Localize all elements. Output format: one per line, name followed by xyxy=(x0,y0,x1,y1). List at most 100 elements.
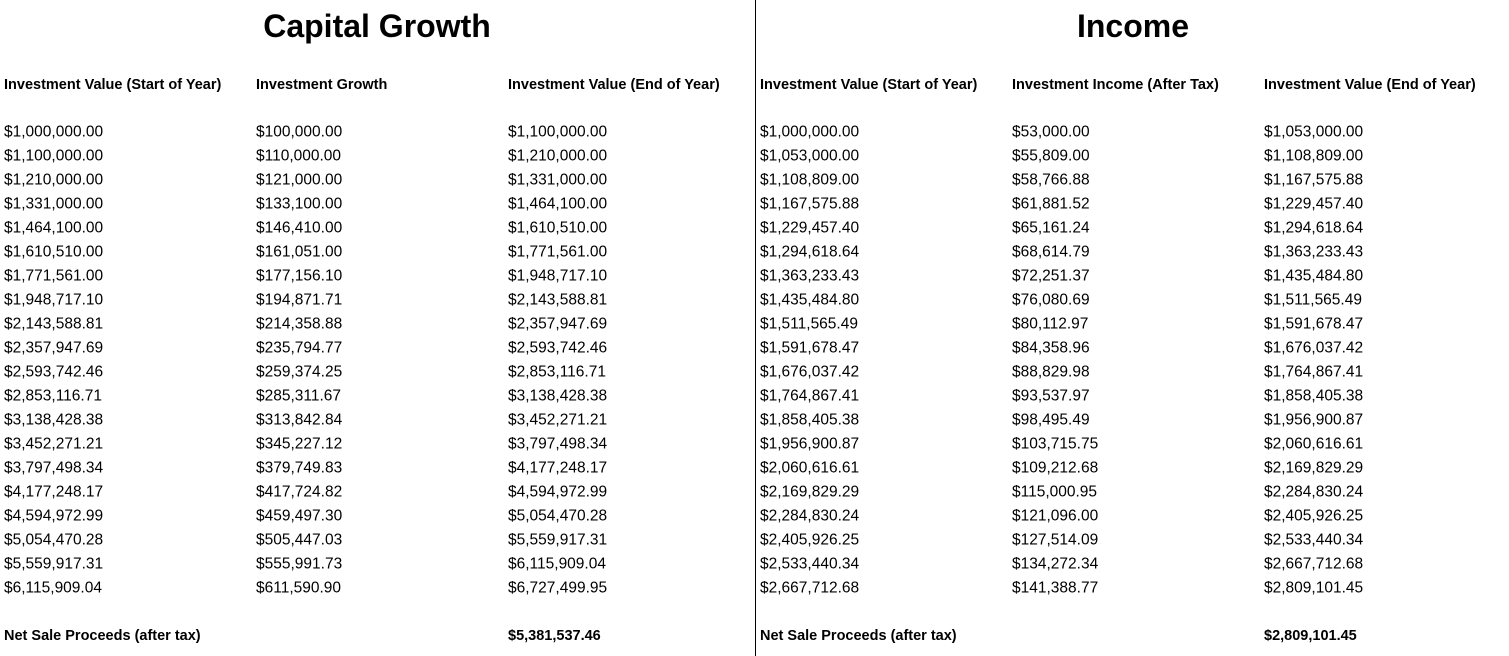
table-cell: $2,593,742.46 xyxy=(4,363,104,381)
footer-label: Net Sale Proceeds (after tax) xyxy=(760,627,957,644)
table-cell: $1,363,233.43 xyxy=(760,267,860,285)
table-cell: $1,858,405.38 xyxy=(760,411,860,429)
table-cell: $61,881.52 xyxy=(1012,195,1090,213)
table-cell: $1,676,037.42 xyxy=(760,363,860,381)
column-header: Investment Income (After Tax) xyxy=(1012,76,1219,93)
table-cell: $161,051.00 xyxy=(256,243,343,261)
table-cell: $133,100.00 xyxy=(256,195,343,213)
table-cell: $6,115,909.04 xyxy=(508,555,606,573)
table-cell: $3,138,428.38 xyxy=(508,387,608,405)
table-cell: $1,771,561.00 xyxy=(508,243,608,261)
table-cell: $2,060,616.61 xyxy=(760,459,860,477)
table-cell: $1,229,457.40 xyxy=(1264,195,1364,213)
table-cell: $2,143,588.81 xyxy=(4,315,104,333)
table-cell: $5,054,470.28 xyxy=(4,531,104,549)
table-cell: $1,100,000.00 xyxy=(508,123,608,141)
table-cell: $2,060,616.61 xyxy=(1264,435,1364,453)
table-cell: $1,511,565.49 xyxy=(1264,291,1362,309)
table-cell: $4,177,248.17 xyxy=(4,483,104,501)
table-cell: $555,991.73 xyxy=(256,555,343,573)
table-cell: $1,435,484.80 xyxy=(1264,267,1364,285)
column-header: Investment Value (Start of Year) xyxy=(4,76,222,93)
table-cell: $2,357,947.69 xyxy=(4,339,104,357)
table-cell: $2,593,742.46 xyxy=(508,339,608,357)
table-cell: $80,112.97 xyxy=(1012,315,1089,333)
table-cell: $2,667,712.68 xyxy=(760,579,860,597)
table-cell: $2,853,116.71 xyxy=(4,387,102,405)
table-cell: $6,115,909.04 xyxy=(4,579,102,597)
table-cell: $1,000,000.00 xyxy=(4,123,104,141)
table-cell: $2,357,947.69 xyxy=(508,315,608,333)
footer-value: $2,809,101.45 xyxy=(1264,627,1357,644)
section-title: Capital Growth xyxy=(263,8,491,44)
column-header: Investment Growth xyxy=(256,76,388,93)
section-title: Income xyxy=(1076,8,1190,44)
table-cell: $2,533,440.34 xyxy=(1264,531,1364,549)
table-cell: $1,229,457.40 xyxy=(760,219,860,237)
table-cell: $505,447.03 xyxy=(256,531,343,549)
table-cell: $259,374.25 xyxy=(256,363,343,381)
table-cell: $121,096.00 xyxy=(1012,507,1099,525)
table-cell: $1,956,900.87 xyxy=(760,435,860,453)
table-cell: $103,715.75 xyxy=(1012,435,1099,453)
table-cell: $1,331,000.00 xyxy=(508,171,608,189)
table-cell: $2,405,926.25 xyxy=(1264,507,1364,525)
table-cell: $3,797,498.34 xyxy=(4,459,104,477)
table-cell: $100,000.00 xyxy=(256,123,343,141)
table-cell: $5,054,470.28 xyxy=(508,507,608,525)
table-cell: $55,809.00 xyxy=(1012,147,1090,165)
table-cell: $1,771,561.00 xyxy=(4,267,104,285)
table-cell: $1,591,678.47 xyxy=(760,339,860,357)
table-cell: $611,590.90 xyxy=(256,579,342,597)
table-cell: $6,727,499.95 xyxy=(508,579,608,597)
table-cell: $146,410.00 xyxy=(256,219,343,237)
table-cell: $1,108,809.00 xyxy=(1264,147,1364,165)
table-cell: $379,749.83 xyxy=(256,459,343,477)
table-cell: $1,764,867.41 xyxy=(1264,363,1364,381)
table-cell: $1,294,618.64 xyxy=(1264,219,1364,237)
table-cell: $2,143,588.81 xyxy=(508,291,608,309)
table-cell: $1,210,000.00 xyxy=(4,171,104,189)
table-cell: $1,591,678.47 xyxy=(1264,315,1364,333)
table-cell: $1,610,510.00 xyxy=(4,243,104,261)
table-cell: $2,169,829.29 xyxy=(760,483,860,501)
table-cell: $4,177,248.17 xyxy=(508,459,608,477)
table-cell: $194,871.71 xyxy=(256,291,343,309)
table-cell: $134,272.34 xyxy=(1012,555,1099,573)
table-cell: $3,452,271.21 xyxy=(508,411,608,429)
table-cell: $68,614.79 xyxy=(1012,243,1090,261)
table-cell: $127,514.09 xyxy=(1012,531,1099,549)
table-cell: $3,138,428.38 xyxy=(4,411,104,429)
table-cell: $109,212.68 xyxy=(1012,459,1099,477)
table-cell: $1,676,037.42 xyxy=(1264,339,1364,357)
table-cell: $53,000.00 xyxy=(1012,123,1090,141)
table-cell: $141,388.77 xyxy=(1012,579,1099,597)
table-cell: $1,053,000.00 xyxy=(1264,123,1364,141)
footer-label: Net Sale Proceeds (after tax) xyxy=(4,627,201,644)
column-header: Investment Value (End of Year) xyxy=(1264,76,1476,93)
table-cell: $121,000.00 xyxy=(256,171,343,189)
table-cell: $1,764,867.41 xyxy=(760,387,860,405)
table-cell: $285,311.67 xyxy=(256,387,342,405)
footer-value: $5,381,537.46 xyxy=(508,627,601,644)
table-cell: $1,956,900.87 xyxy=(1264,411,1364,429)
table-cell: $313,842.84 xyxy=(256,411,343,429)
table-cell: $1,167,575.88 xyxy=(760,195,860,213)
table-cell: $1,464,100.00 xyxy=(4,219,104,237)
table-cell: $58,766.88 xyxy=(1012,171,1090,189)
table-cell: $1,948,717.10 xyxy=(4,291,104,309)
table-cell: $177,156.10 xyxy=(256,267,343,285)
table-cell: $1,331,000.00 xyxy=(4,195,104,213)
column-header: Investment Value (Start of Year) xyxy=(760,76,978,93)
table-cell: $1,210,000.00 xyxy=(508,147,608,165)
table-cell: $1,435,484.80 xyxy=(760,291,860,309)
table-cell: $1,108,809.00 xyxy=(760,171,860,189)
table-cell: $65,161.24 xyxy=(1012,219,1090,237)
table-cell: $115,000.95 xyxy=(1012,483,1098,501)
table-cell: $1,100,000.00 xyxy=(4,147,104,165)
table-cell: $1,948,717.10 xyxy=(508,267,608,285)
divider xyxy=(755,0,756,656)
table-cell: $110,000.00 xyxy=(256,147,342,165)
table-cell: $84,358.96 xyxy=(1012,339,1090,357)
table-cell: $3,452,271.21 xyxy=(4,435,104,453)
